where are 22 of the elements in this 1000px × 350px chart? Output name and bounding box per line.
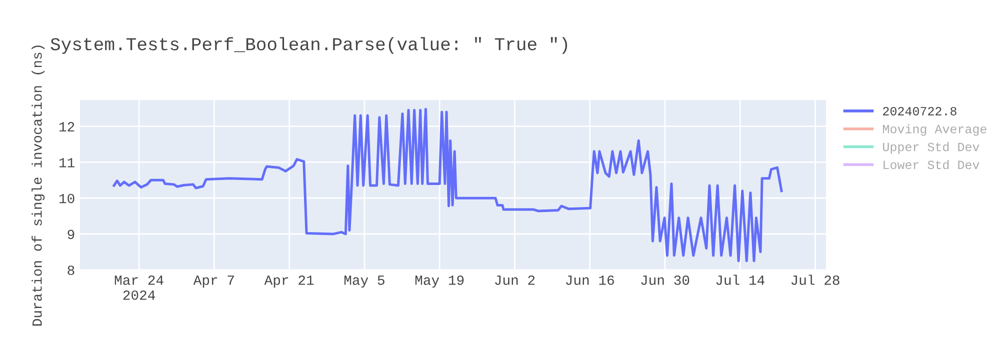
x-tick-label: Jul 14 [716, 274, 764, 285]
y-tick-label: 8 [68, 266, 74, 276]
x-tick-label: Apr 21 [264, 275, 314, 288]
x-tick-label: Mar 24 2024 [114, 275, 164, 300]
x-tick-label: Jul 28 [791, 274, 840, 285]
legend-label: Moving Average [882, 124, 986, 136]
legend-label: Upper Std Dev [883, 142, 980, 154]
line-series [112, 108, 783, 262]
chart-title: System.Tests.Perf_Boolean.Parse(value: " True ") [50, 37, 568, 54]
legend-label: Lower Std Dev [884, 160, 980, 170]
x-tick-label: Apr 7 [193, 276, 234, 288]
y-axis-title: Duration of single invocation (ns) [32, 46, 45, 326]
y-tick-label: 9 [68, 230, 74, 240]
y-tick-label: 12 [59, 122, 74, 132]
legend-label: 20240722.8 [883, 106, 956, 116]
y-tick-label: 10 [59, 194, 74, 204]
x-tick-label: Jun 16 [566, 275, 614, 285]
x-tick-label: Jun 2 [495, 275, 535, 285]
y-tick-label: 11 [59, 158, 74, 168]
x-tick-label: May 19 [415, 275, 464, 288]
x-tick-label: May 5 [344, 276, 384, 288]
x-tick-label: Jun 30 [641, 275, 690, 285]
